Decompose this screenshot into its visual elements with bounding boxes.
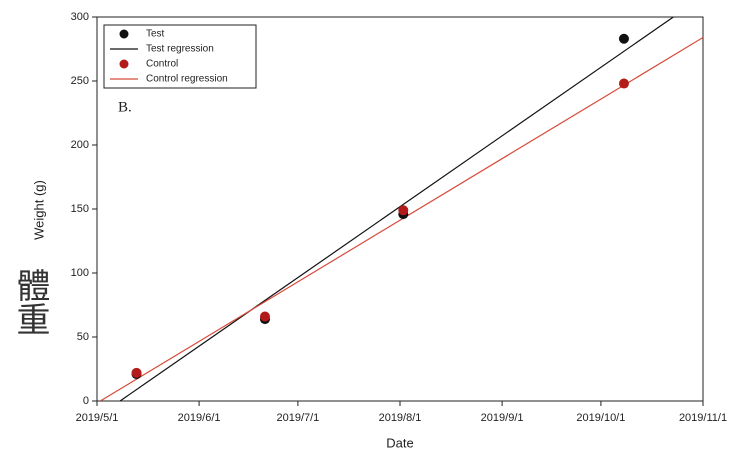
data-point (618, 33, 629, 44)
y-tick-label: 300 (71, 11, 89, 23)
legend-label: Test regression (146, 44, 214, 55)
data-point (131, 367, 142, 378)
legend-label: Control regression (146, 74, 228, 85)
data-point (398, 205, 409, 216)
y-tick-label: 0 (83, 395, 89, 407)
legend-label: Test (146, 29, 165, 40)
legend-marker (119, 59, 129, 69)
x-axis-title: Date (386, 435, 413, 450)
x-tick-label: 2019/11/1 (679, 412, 727, 424)
regression-line (119, 17, 674, 401)
x-tick-label: 2019/6/1 (178, 412, 221, 424)
y-tick-label: 150 (71, 203, 89, 215)
x-tick-label: 2019/8/1 (379, 412, 422, 424)
x-tick-label: 2019/5/1 (76, 412, 119, 424)
legend-marker (119, 29, 129, 39)
x-tick-label: 2019/7/1 (276, 412, 319, 424)
legend-box (103, 24, 257, 89)
y-tick-label: 100 (71, 267, 89, 279)
y-tick-label: 200 (71, 139, 89, 151)
data-point (259, 311, 270, 322)
panel-label: B. (118, 99, 132, 115)
y-tick-label: 50 (77, 331, 89, 343)
data-point (618, 78, 629, 89)
x-tick-label: 2019/9/1 (481, 412, 524, 424)
y-tick-label: 250 (71, 75, 89, 87)
y-axis-title: Weight (g) (31, 180, 46, 240)
regression-line (99, 36, 703, 401)
x-tick-label: 2019/10/1 (576, 412, 625, 424)
side-label: 體重 (10, 268, 50, 336)
legend-label: Control (146, 59, 178, 70)
